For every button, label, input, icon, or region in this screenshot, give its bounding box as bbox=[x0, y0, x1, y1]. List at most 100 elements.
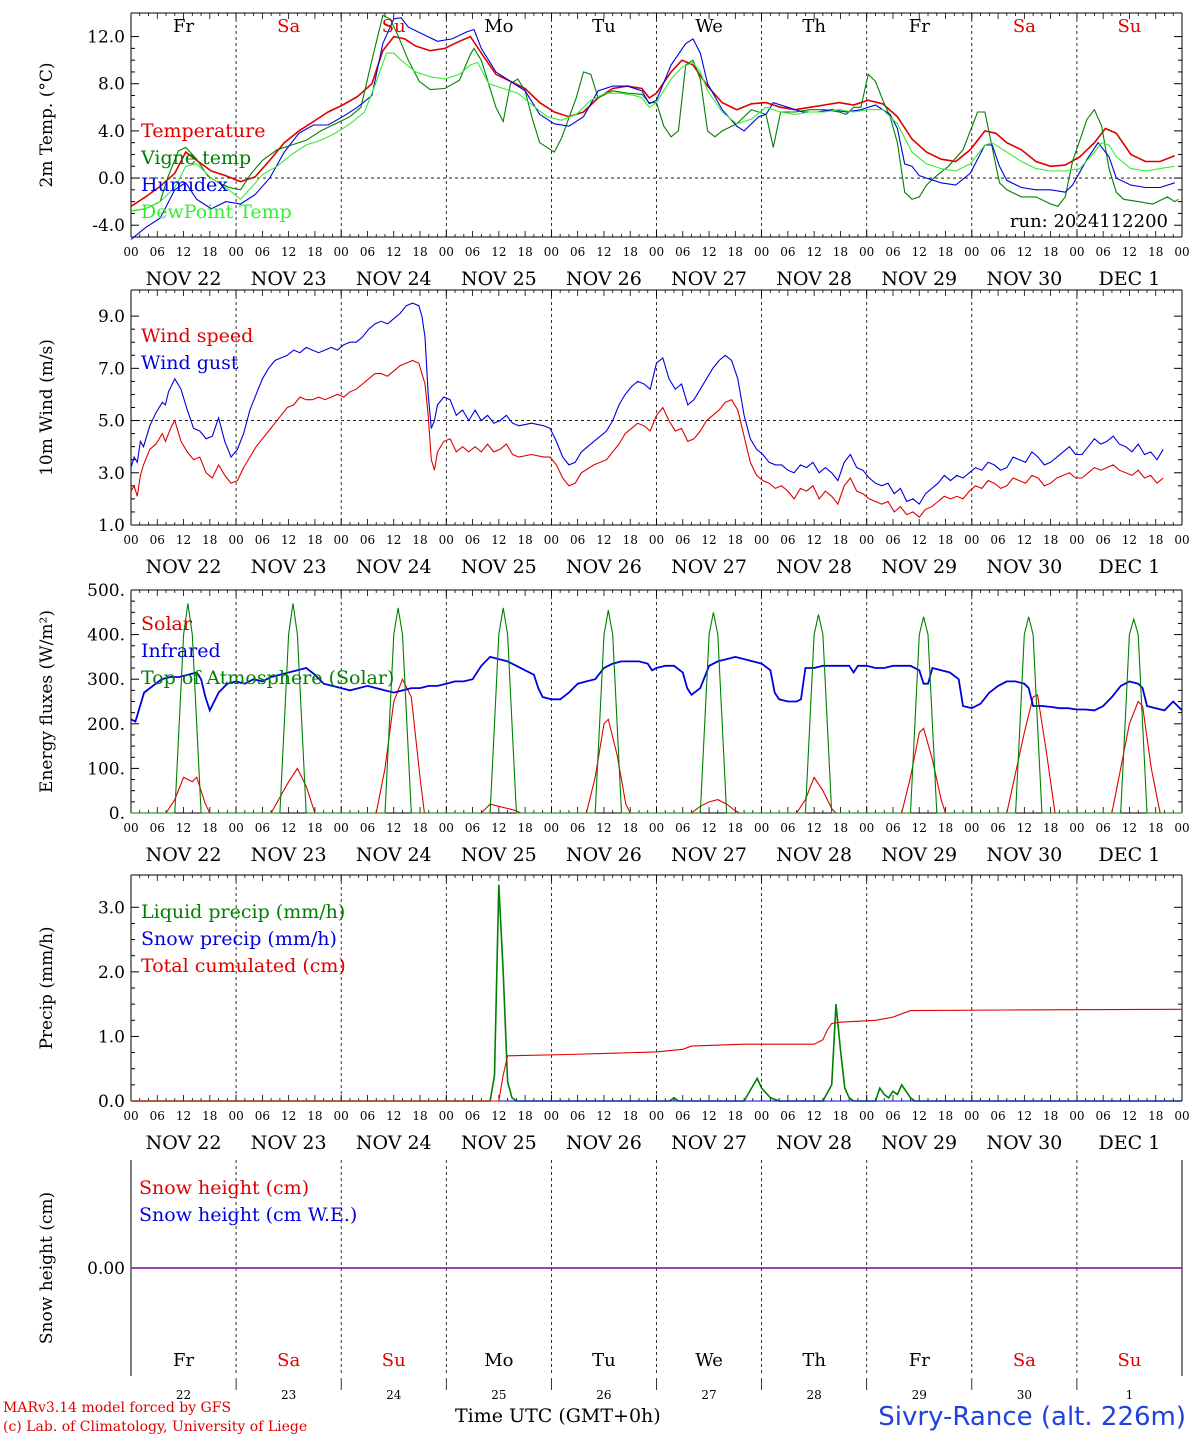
hour-label: 12 bbox=[701, 1109, 716, 1123]
hour-label: 18 bbox=[728, 533, 743, 547]
hour-label: 06 bbox=[885, 821, 900, 835]
hour-label: 00 bbox=[1174, 245, 1189, 259]
hour-label: 12 bbox=[1017, 1109, 1032, 1123]
date-label: NOV 29 bbox=[881, 844, 957, 866]
hour-label: 18 bbox=[202, 245, 217, 259]
y-tick-label: 1.0 bbox=[98, 516, 125, 536]
series-line bbox=[130, 655, 1183, 723]
date-label: NOV 30 bbox=[986, 844, 1062, 866]
y-axis-label: 10m Wind (m/s) bbox=[37, 339, 57, 476]
series-line bbox=[131, 603, 1182, 814]
hour-label: 06 bbox=[1096, 245, 1111, 259]
day-number: 24 bbox=[386, 1388, 402, 1402]
y-tick-label: 2.0 bbox=[98, 963, 125, 983]
day-number: 22 bbox=[176, 1388, 191, 1402]
hour-label: 00 bbox=[439, 821, 454, 835]
day-label: Sa bbox=[277, 16, 300, 37]
hour-label: 00 bbox=[228, 533, 243, 547]
hour-label: 00 bbox=[334, 245, 349, 259]
date-label: NOV 24 bbox=[356, 844, 432, 866]
hour-label: 12 bbox=[176, 245, 191, 259]
hour-label: 18 bbox=[1043, 821, 1058, 835]
legend-entry: Liquid precip (mm/h) bbox=[141, 901, 345, 923]
date-label: NOV 24 bbox=[356, 1132, 432, 1154]
day-label-bottom: Sa bbox=[1013, 1350, 1036, 1371]
hour-label: 06 bbox=[1096, 533, 1111, 547]
legend-entry: DewPoint Temp bbox=[141, 201, 292, 223]
hour-label: 00 bbox=[123, 533, 138, 547]
y-axis-label: Snow height (cm) bbox=[37, 1192, 57, 1344]
y-tick-label: 0.0 bbox=[98, 1092, 125, 1112]
hour-label: 06 bbox=[990, 533, 1005, 547]
day-label: Tu bbox=[592, 16, 616, 37]
hour-label: 18 bbox=[517, 245, 532, 259]
hour-label: 00 bbox=[859, 1109, 874, 1123]
series-line bbox=[131, 884, 1182, 1102]
hour-label: 00 bbox=[649, 821, 664, 835]
hour-label: 06 bbox=[465, 533, 480, 547]
hour-label: 12 bbox=[1017, 245, 1032, 259]
hour-label: 00 bbox=[1069, 821, 1084, 835]
day-number: 28 bbox=[807, 1388, 822, 1402]
hour-label: 18 bbox=[1148, 245, 1163, 259]
hour-label: 12 bbox=[807, 1109, 822, 1123]
hour-label: 12 bbox=[281, 1109, 296, 1123]
hour-label: 12 bbox=[176, 821, 191, 835]
date-label: NOV 28 bbox=[776, 268, 852, 290]
date-label: NOV 26 bbox=[566, 844, 642, 866]
hour-label: 00 bbox=[859, 821, 874, 835]
legend-entry: Snow height (cm) bbox=[139, 1177, 309, 1199]
series-line bbox=[131, 1008, 1183, 1102]
date-label: NOV 26 bbox=[566, 556, 642, 578]
day-label-bottom: Su bbox=[382, 1350, 406, 1371]
hour-label: 00 bbox=[964, 533, 979, 547]
hour-label: 06 bbox=[675, 821, 690, 835]
hour-label: 00 bbox=[754, 245, 769, 259]
hour-label: 12 bbox=[596, 533, 611, 547]
date-label: NOV 24 bbox=[356, 268, 432, 290]
date-label: NOV 30 bbox=[986, 556, 1062, 578]
time-axis-title: Time UTC (GMT+0h) bbox=[455, 1405, 661, 1427]
hour-label: 06 bbox=[675, 245, 690, 259]
date-label: DEC 1 bbox=[1099, 268, 1161, 290]
hour-label: 12 bbox=[1017, 533, 1032, 547]
date-label: NOV 27 bbox=[671, 844, 747, 866]
hour-label: 00 bbox=[754, 533, 769, 547]
hour-label: 00 bbox=[123, 245, 138, 259]
legend-entry: Top of Atmosphere (Solar) bbox=[141, 667, 394, 689]
hour-label: 12 bbox=[807, 533, 822, 547]
date-label: NOV 30 bbox=[986, 268, 1062, 290]
legend-entry: Humidex bbox=[141, 174, 228, 196]
hour-label: 06 bbox=[570, 821, 585, 835]
hour-label: 18 bbox=[1148, 1109, 1163, 1123]
date-label: NOV 22 bbox=[146, 556, 222, 578]
hour-label: 06 bbox=[1096, 1109, 1111, 1123]
legend-entry: Wind speed bbox=[141, 325, 253, 347]
series-line bbox=[130, 14, 1179, 212]
y-tick-label: 400. bbox=[87, 626, 125, 646]
hour-label: 12 bbox=[281, 533, 296, 547]
y-axis-label: Precip (mm/h) bbox=[37, 926, 57, 1049]
hour-label: 00 bbox=[859, 533, 874, 547]
hour-label: 12 bbox=[281, 245, 296, 259]
panel-3: 500. 400. 300. 200. 100. 0. Energy fluxes (W/m… bbox=[37, 581, 1190, 866]
hour-label: 12 bbox=[176, 1109, 191, 1123]
hour-label: 18 bbox=[938, 533, 953, 547]
hour-label: 06 bbox=[780, 245, 795, 259]
hour-label: 18 bbox=[412, 245, 427, 259]
day-label-bottom: Su bbox=[1117, 1350, 1141, 1371]
date-label: NOV 26 bbox=[566, 268, 642, 290]
hour-label: 12 bbox=[386, 1109, 401, 1123]
hour-label: 18 bbox=[202, 821, 217, 835]
y-tick-label: 4.0 bbox=[98, 122, 125, 142]
series-line bbox=[130, 17, 1175, 240]
y-tick-label: 200. bbox=[87, 715, 125, 735]
hour-label: 06 bbox=[360, 821, 375, 835]
run-label: run: 2024112200 bbox=[1010, 211, 1168, 232]
hour-label: 12 bbox=[596, 245, 611, 259]
hour-label: 12 bbox=[596, 821, 611, 835]
hour-label: 18 bbox=[833, 245, 848, 259]
hour-label: 00 bbox=[964, 821, 979, 835]
y-tick-label: 7.0 bbox=[98, 359, 125, 379]
